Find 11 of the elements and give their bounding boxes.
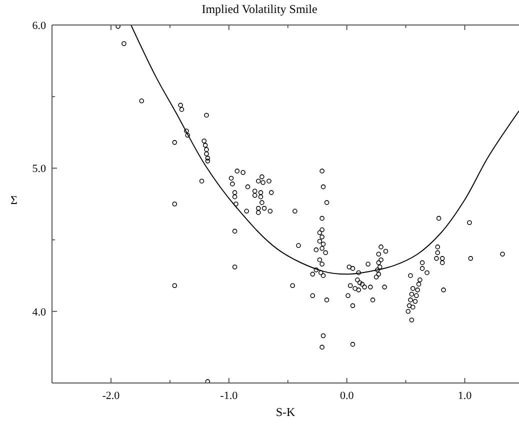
line-series (130, 25, 519, 275)
y-tick-label: 6.0 (32, 20, 46, 32)
x-axis-title: S-K (276, 405, 296, 419)
x-tick-label: 1.0 (458, 390, 472, 402)
chart-title: Implied Volatility Smile (202, 2, 318, 16)
x-tick-label: 0.0 (340, 390, 354, 402)
y-axis-title: Σ (10, 193, 18, 207)
x-tick-label: -2.0 (102, 390, 120, 402)
x-tick-label: -1.0 (220, 390, 238, 402)
y-tick-label: 4.0 (32, 306, 46, 318)
y-tick-label: 5.0 (32, 163, 46, 176)
